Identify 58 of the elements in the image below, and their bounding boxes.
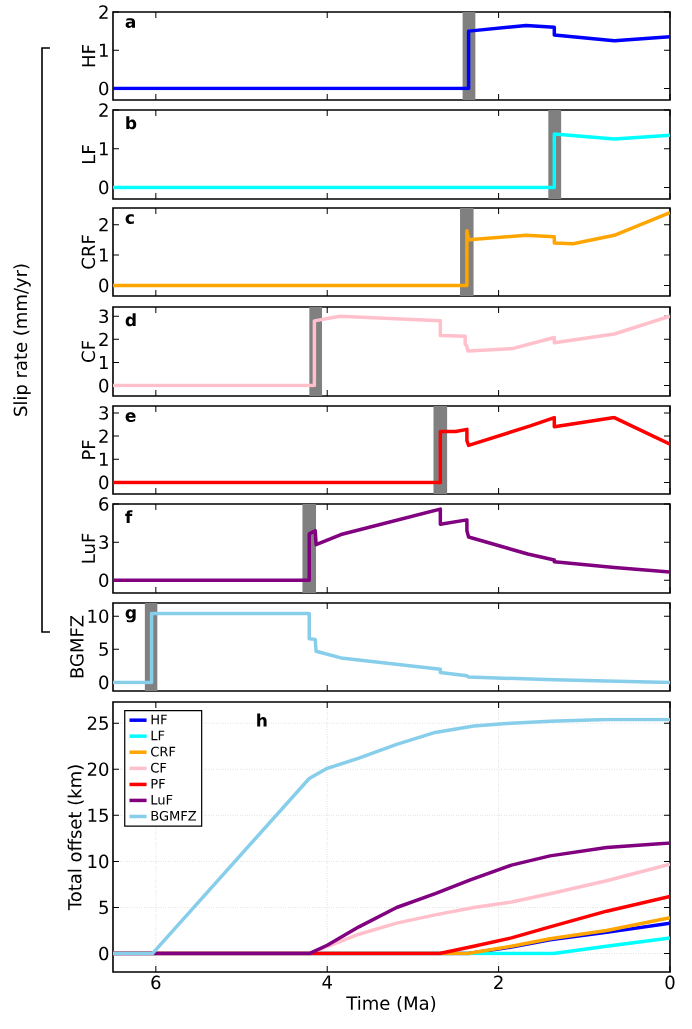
- y-tick-label: 2: [99, 5, 108, 19]
- y-tick-label: 3: [99, 535, 109, 549]
- legend-label: BGMFZ: [151, 810, 197, 821]
- y-tick-label: 15: [88, 808, 108, 823]
- annotation: h: [257, 713, 267, 727]
- y-axis-title: CF: [81, 341, 96, 362]
- y-axis-title: Total offset (km): [67, 765, 84, 911]
- y-tick-label: 6: [99, 497, 109, 511]
- legend-label: LuF: [151, 794, 173, 805]
- y-tick-label: 2: [99, 332, 108, 347]
- y-axis-title: CRF: [81, 235, 96, 269]
- legend-label: LF: [151, 730, 165, 741]
- y-tick-label: 10: [88, 609, 109, 624]
- y-axis-title: PF: [82, 440, 96, 459]
- y-axis-title: BGMFZ: [70, 615, 84, 678]
- annotation: d: [125, 313, 136, 327]
- x-tick-label: 4: [322, 975, 332, 989]
- legend-label: HF: [151, 714, 167, 725]
- x-tick-label: 2: [494, 975, 503, 989]
- y-tick-label: 0: [99, 81, 109, 96]
- y-tick-label: 2: [99, 429, 108, 443]
- y-axis-title: LF: [82, 145, 96, 163]
- y-tick-label: 5: [99, 900, 108, 915]
- text: Slip rate (mm/yr): [13, 264, 31, 416]
- annotation: a: [125, 18, 136, 28]
- y-tick-label: 1: [99, 142, 108, 156]
- y-tick-label: 2: [99, 103, 108, 117]
- annotation: c: [125, 214, 134, 224]
- y-tick-label: 0: [99, 675, 109, 690]
- legend-label: PF: [151, 778, 165, 789]
- y-tick-label: 20: [87, 762, 109, 777]
- y-tick-label: 10: [88, 854, 109, 869]
- y-tick-label: 0: [99, 573, 109, 588]
- y-tick-label: 0: [99, 475, 109, 490]
- y-tick-label: 3: [99, 309, 109, 324]
- legend-label: CRF: [151, 746, 176, 757]
- y-tick-label: 5: [99, 642, 108, 656]
- x-tick-label: 0: [665, 975, 675, 990]
- y-tick-label: 0: [99, 278, 109, 293]
- x-axis-title: Time (Ma): [346, 996, 436, 1013]
- x-tick-label: 6: [151, 975, 161, 990]
- y-tick-label: 1: [99, 43, 108, 57]
- y-tick-label: 0: [99, 946, 109, 961]
- annotation: e: [125, 412, 136, 422]
- y-tick-label: 3: [99, 406, 109, 420]
- y-tick-label: 1: [99, 355, 108, 370]
- y-axis-title: LuF: [81, 533, 96, 563]
- y-tick-label: 1: [99, 248, 108, 262]
- annotation: b: [126, 116, 137, 130]
- annotation: f: [125, 510, 133, 524]
- y-tick-label: 0: [99, 180, 109, 195]
- y-axis-title: HF: [82, 45, 96, 67]
- y-tick-label: 0: [99, 378, 109, 393]
- legend-label: CF: [151, 762, 167, 773]
- y-tick-label: 2: [99, 218, 108, 232]
- y-tick-label: 25: [87, 716, 108, 730]
- y-tick-label: 1: [99, 452, 108, 466]
- annotation: g: [125, 609, 136, 623]
